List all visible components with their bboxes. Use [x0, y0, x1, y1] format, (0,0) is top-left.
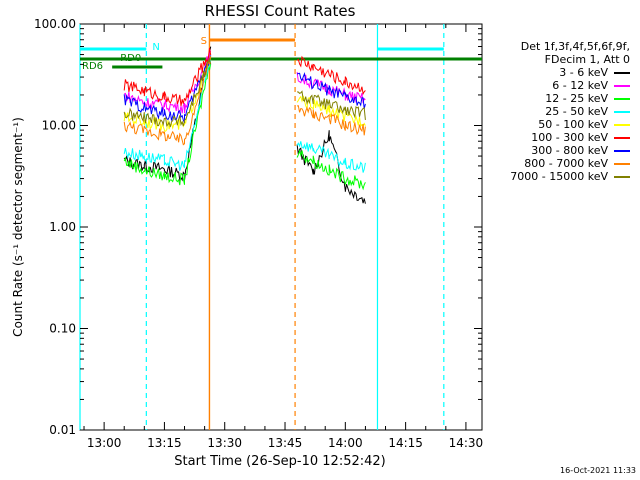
y-tick-label: 100.00 — [34, 17, 76, 31]
series-line — [123, 47, 212, 106]
legend: Det 1f,3f,4f,5f,6f,9f, FDecim 1, Att 0 3… — [480, 40, 630, 183]
x-tick-label: 14:00 — [328, 436, 363, 450]
y-tick-label: 0.10 — [49, 322, 76, 336]
series-line — [296, 141, 366, 173]
series-line — [123, 63, 212, 186]
series-line — [123, 57, 212, 128]
series-line — [124, 50, 212, 114]
series-line — [296, 149, 366, 191]
series-line — [123, 55, 212, 132]
legend-entry-label: 6 - 12 keV — [552, 79, 608, 92]
series-line — [296, 95, 366, 128]
x-tick-label: 14:15 — [388, 436, 423, 450]
saa-flag-label: S — [201, 36, 207, 47]
legend-entry: 25 - 50 keV — [480, 105, 630, 118]
series-line — [296, 130, 366, 204]
legend-entry-label: 12 - 25 keV — [545, 92, 608, 105]
footer-timestamp: 16-Oct-2021 11:33 — [560, 466, 636, 475]
legend-entry-label: 800 - 7000 keV — [524, 157, 608, 170]
legend-swatch — [614, 124, 630, 126]
x-tick-label: 13:30 — [207, 436, 242, 450]
legend-header-line-2: FDecim 1, Att 0 — [544, 53, 630, 66]
x-tick-label: 13:45 — [268, 436, 303, 450]
legend-entry: 100 - 300 keV — [480, 131, 630, 144]
x-tick-label: 14:30 — [449, 436, 484, 450]
series-line — [123, 59, 212, 171]
x-axis-label: Start Time (26-Sep-10 12:52:42) — [174, 454, 386, 469]
x-tick-label: 13:15 — [147, 436, 182, 450]
legend-swatch — [614, 163, 630, 165]
series-line — [296, 55, 366, 96]
y-axis-label: Count Rate (s⁻¹ detector segment⁻¹) — [11, 117, 25, 337]
y-tick-label: 1.00 — [49, 220, 76, 234]
x-tick-label: 13:00 — [87, 436, 122, 450]
legend-entry: 300 - 800 keV — [480, 144, 630, 157]
legend-swatch — [614, 176, 630, 178]
annotation-layer: N RD0 RD6 S — [79, 24, 482, 430]
legend-header-line-1: Det 1f,3f,4f,5f,6f,9f, — [520, 40, 630, 53]
legend-entry-label: 7000 - 15000 keV — [510, 170, 608, 183]
legend-entries: 3 - 6 keV 6 - 12 keV 12 - 25 keV 25 - 50 ke… — [480, 66, 630, 183]
legend-entry: 800 - 7000 keV — [480, 157, 630, 170]
series-line — [123, 56, 212, 146]
legend-entry: 6 - 12 keV — [480, 79, 630, 92]
plot-frame — [79, 23, 483, 431]
legend-swatch — [614, 111, 630, 113]
series-line — [297, 90, 366, 120]
y-tick-label: 10.00 — [42, 119, 76, 133]
series-line — [296, 105, 366, 136]
chart-title: RHESSI Count Rates — [204, 2, 356, 20]
y-tick-label: 0.01 — [49, 423, 76, 437]
legend-entry-label: 100 - 300 keV — [531, 131, 608, 144]
plot-border — [79, 23, 483, 431]
series-line — [296, 72, 366, 109]
legend-swatch — [614, 85, 630, 87]
legend-entry: 7000 - 15000 keV — [480, 170, 630, 183]
legend-swatch — [614, 72, 630, 74]
rd6-flag-label: RD6 — [82, 61, 103, 72]
axes-layer: 0.01 0.10 1.00 10.00 100.00 13:00 13:15 13:30 13… — [34, 17, 483, 450]
legend-entry: 50 - 100 keV — [480, 118, 630, 131]
legend-entry-label: 300 - 800 keV — [531, 144, 608, 157]
legend-entry: 12 - 25 keV — [480, 92, 630, 105]
legend-entry-label: 3 - 6 keV — [559, 66, 608, 79]
legend-entry-label: 50 - 100 keV — [538, 118, 608, 131]
series-line — [123, 55, 212, 123]
series-line — [123, 46, 212, 182]
night-flag-label: N — [152, 42, 159, 53]
legend-swatch — [614, 137, 630, 139]
legend-entry-label: 25 - 50 keV — [545, 105, 608, 118]
series-layer — [123, 46, 366, 204]
rd0-flag-label: RD0 — [120, 53, 141, 64]
legend-entry: 3 - 6 keV — [480, 66, 630, 79]
series-line — [296, 71, 366, 104]
legend-swatch — [614, 98, 630, 100]
legend-swatch — [614, 150, 630, 152]
